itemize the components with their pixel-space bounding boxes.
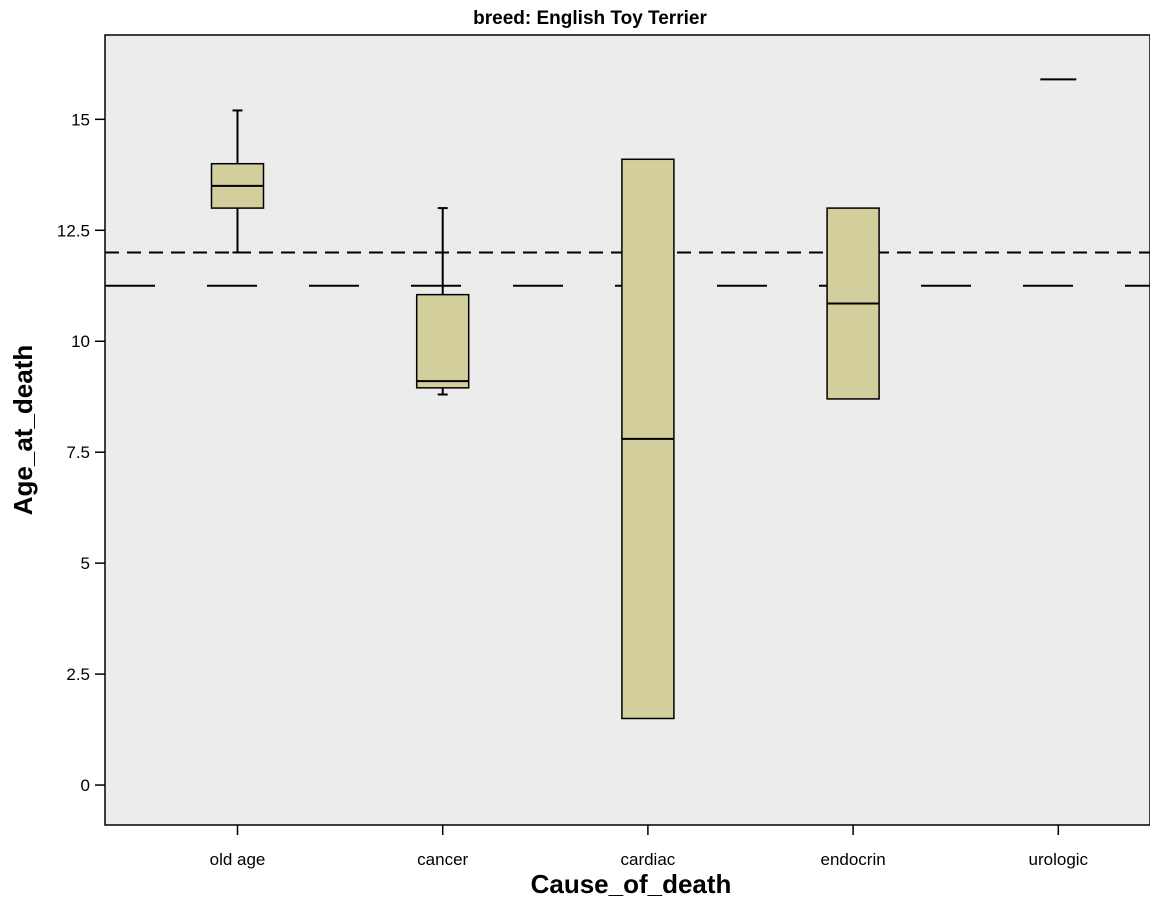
y-tick-label: 2.5 xyxy=(66,665,90,684)
box-old-age xyxy=(210,109,265,254)
y-tick-label: 7.5 xyxy=(66,443,90,462)
box-cancer xyxy=(415,207,470,396)
x-tick-label: endocrin xyxy=(820,850,885,869)
x-tick-label: cardiac xyxy=(620,850,675,869)
y-tick-label: 15 xyxy=(71,110,90,129)
x-axis-label: Cause_of_death xyxy=(531,869,732,899)
chart-title: breed: English Toy Terrier xyxy=(473,8,707,29)
y-tick-label: 5 xyxy=(81,554,90,573)
y-tick-label: 10 xyxy=(71,332,90,351)
y-tick-label: 12.5 xyxy=(57,221,90,240)
box-endocrin xyxy=(826,207,880,400)
y-tick-label: 0 xyxy=(81,776,90,795)
box-cardiac xyxy=(621,158,675,720)
chart-marks: 0 2.5 5 7.5 10 12.5 15 old age cancer cardiac endo… xyxy=(57,78,1150,869)
x-tick-label: urologic xyxy=(1029,850,1089,869)
x-tick-label: old age xyxy=(210,850,266,869)
x-tick-label: cancer xyxy=(417,850,468,869)
box-iqr xyxy=(415,293,470,389)
y-axis-label: Age_at_death xyxy=(8,345,38,516)
